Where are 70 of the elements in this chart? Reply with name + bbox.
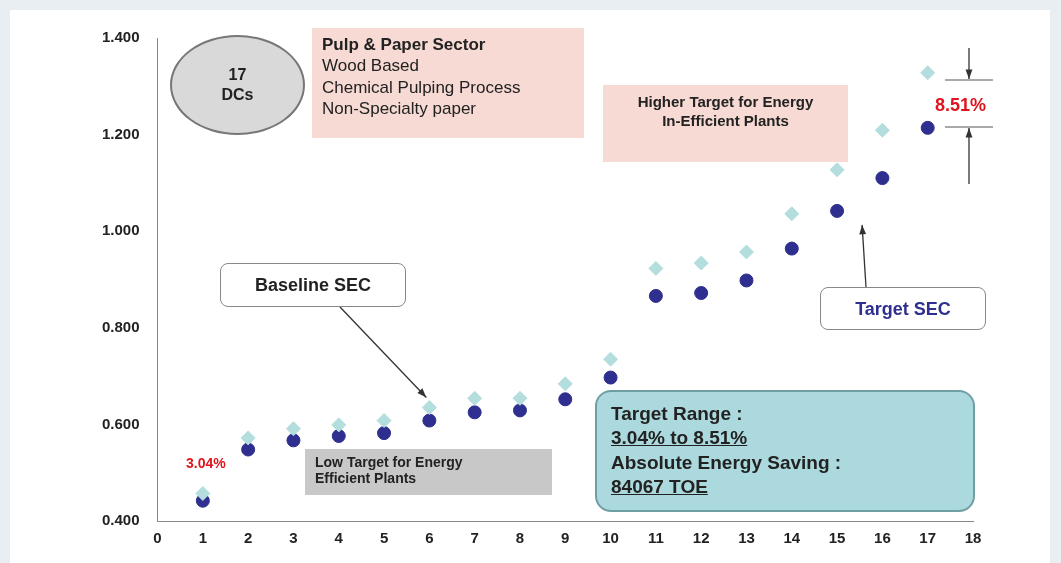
x-tick-label: 7 xyxy=(470,529,479,547)
callout-box: Baseline SEC xyxy=(220,263,406,307)
y-tick-label: 1.200 xyxy=(101,124,140,142)
point xyxy=(738,244,754,260)
point xyxy=(512,403,527,418)
point xyxy=(421,400,437,415)
annotation: 17 DCs xyxy=(220,65,255,105)
point xyxy=(286,433,301,448)
point xyxy=(558,392,573,407)
point xyxy=(784,206,800,222)
x-tick-label: 16 xyxy=(874,529,891,547)
point xyxy=(240,430,256,446)
point xyxy=(195,485,211,501)
x-tick-label: 1 xyxy=(198,529,208,547)
x-tick-label: 4 xyxy=(334,529,344,547)
point xyxy=(829,162,845,178)
callout-box: Target SEC xyxy=(820,287,986,330)
x-tick-label: 11 xyxy=(647,529,664,547)
point xyxy=(512,390,528,406)
x-tick-label: 14 xyxy=(783,529,801,547)
y-tick-label: 1.400 xyxy=(101,28,140,46)
annotation: 3.04% xyxy=(186,455,226,473)
annotation: Pulp & Paper Sector Wood Based Chemical Pulping Process Non-Specialty paper xyxy=(322,34,522,119)
point xyxy=(694,286,709,301)
point xyxy=(376,413,392,429)
point xyxy=(874,122,890,138)
point xyxy=(784,241,799,256)
point xyxy=(422,413,437,428)
text-box: Low Target for Energy Efficient Plants xyxy=(305,449,552,495)
y-tick-label: 0.400 xyxy=(101,511,140,529)
x-tick-label: 0 xyxy=(153,529,162,547)
x-tick-label: 18 xyxy=(964,529,982,547)
y-tick-label: 0.800 xyxy=(101,317,140,335)
point xyxy=(241,442,256,457)
point xyxy=(739,273,754,288)
point xyxy=(648,288,663,303)
point xyxy=(331,417,347,433)
point xyxy=(377,426,392,441)
x-tick-label: 13 xyxy=(738,529,755,547)
annotation: Target Range : 3.04% to 8.51% Absolute Energy Saving : 84067 TOE xyxy=(611,402,843,499)
y-tick-label: 1.000 xyxy=(101,221,140,239)
annotation: Low Target for Energy Efficient Plants xyxy=(315,454,464,487)
point xyxy=(557,376,573,392)
text-box: Higher Target for Energy In-Efficient Plants xyxy=(603,85,848,162)
x-tick-label: 9 xyxy=(561,529,570,547)
x-tick-label: 10 xyxy=(602,529,619,547)
point xyxy=(920,65,936,81)
annotation: Higher Target for Energy In-Efficient Plants xyxy=(636,93,815,131)
point xyxy=(830,203,845,218)
point xyxy=(920,120,935,135)
x-tick-label: 8 xyxy=(515,529,525,547)
annotation: 8.51% xyxy=(935,94,987,117)
point xyxy=(285,421,301,437)
x-tick-label: 12 xyxy=(692,529,710,547)
x-tick-label: 15 xyxy=(828,529,846,547)
x-tick-label: 17 xyxy=(919,529,937,547)
point xyxy=(603,351,619,367)
x-tick-label: 5 xyxy=(379,529,389,547)
text-box: Pulp & Paper Sector Wood Based Chemical Pulping Process Non-Specialty paper xyxy=(312,28,584,138)
point xyxy=(467,405,482,420)
point xyxy=(648,260,664,276)
point xyxy=(693,255,709,271)
point xyxy=(467,390,483,406)
x-tick-label: 6 xyxy=(425,529,434,547)
x-tick-label: 3 xyxy=(289,529,298,547)
point xyxy=(875,171,890,186)
y-tick-label: 0.600 xyxy=(101,414,140,432)
point xyxy=(603,370,618,385)
x-tick-label: 2 xyxy=(243,529,253,547)
text-box: Target Range : 3.04% to 8.51% Absolute Energy Saving : 84067 TOE xyxy=(595,390,975,512)
